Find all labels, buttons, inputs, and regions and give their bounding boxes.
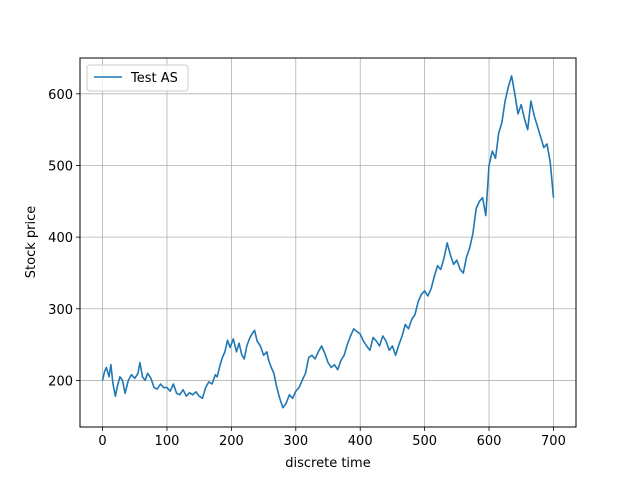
y-tick-label: 600 bbox=[48, 88, 73, 103]
x-tick-label: 0 bbox=[98, 434, 106, 449]
x-tick-label: 200 bbox=[219, 434, 244, 449]
y-axis-title: Stock price bbox=[24, 206, 39, 278]
x-tick-label: 100 bbox=[155, 434, 180, 449]
y-tick-label: 400 bbox=[48, 231, 73, 246]
x-tick-label: 500 bbox=[412, 434, 437, 449]
x-tick-label: 700 bbox=[541, 434, 566, 449]
legend-label: Test AS bbox=[130, 71, 178, 86]
y-tick-label: 500 bbox=[48, 159, 73, 174]
legend: Test AS bbox=[86, 64, 189, 92]
x-axis-title: discrete time bbox=[285, 456, 370, 471]
plot-frame bbox=[79, 57, 577, 428]
y-tick-label: 200 bbox=[48, 374, 73, 389]
ticks: 0 100 200 300 400 500 600 700 200 300 400 500 600 bbox=[48, 88, 566, 449]
legend-box bbox=[86, 64, 189, 92]
x-tick-label: 600 bbox=[477, 434, 502, 449]
y-tick-label: 300 bbox=[48, 303, 73, 318]
x-tick-label: 400 bbox=[348, 434, 373, 449]
x-tick-label: 300 bbox=[283, 434, 308, 449]
series-layer bbox=[101, 75, 555, 409]
series-line-test-as bbox=[101, 75, 555, 409]
grid bbox=[80, 58, 576, 427]
